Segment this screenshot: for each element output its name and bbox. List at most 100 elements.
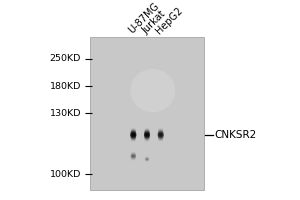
Ellipse shape: [144, 134, 150, 136]
Ellipse shape: [130, 137, 136, 138]
Ellipse shape: [130, 156, 136, 157]
Ellipse shape: [144, 131, 150, 133]
Ellipse shape: [145, 159, 149, 160]
Ellipse shape: [144, 133, 150, 135]
Ellipse shape: [144, 132, 150, 133]
Ellipse shape: [158, 135, 164, 136]
Ellipse shape: [158, 133, 164, 135]
Ellipse shape: [131, 154, 136, 156]
Ellipse shape: [144, 136, 150, 138]
Ellipse shape: [145, 130, 149, 131]
Ellipse shape: [131, 153, 136, 154]
Ellipse shape: [144, 138, 150, 139]
Ellipse shape: [158, 131, 164, 133]
Ellipse shape: [144, 131, 150, 132]
Ellipse shape: [131, 139, 136, 140]
Ellipse shape: [131, 156, 136, 158]
Ellipse shape: [131, 157, 136, 158]
Ellipse shape: [145, 158, 149, 159]
Text: CNKSR2: CNKSR2: [214, 130, 257, 140]
Ellipse shape: [158, 138, 163, 139]
Ellipse shape: [130, 131, 136, 133]
Ellipse shape: [158, 136, 164, 138]
Ellipse shape: [158, 138, 163, 140]
Ellipse shape: [145, 139, 149, 140]
Ellipse shape: [158, 130, 163, 132]
Ellipse shape: [158, 134, 164, 136]
Ellipse shape: [131, 154, 136, 155]
Ellipse shape: [130, 156, 136, 157]
Ellipse shape: [130, 155, 136, 156]
Ellipse shape: [158, 130, 163, 132]
Bar: [90, 37, 204, 190]
Ellipse shape: [144, 133, 150, 135]
Ellipse shape: [130, 132, 136, 133]
Ellipse shape: [145, 159, 149, 160]
Text: U-87MG: U-87MG: [126, 1, 161, 36]
Ellipse shape: [145, 158, 149, 159]
Text: Jurkat: Jurkat: [140, 8, 167, 36]
Ellipse shape: [131, 154, 136, 155]
Ellipse shape: [131, 137, 136, 139]
Ellipse shape: [158, 137, 163, 139]
Ellipse shape: [158, 139, 163, 140]
Ellipse shape: [130, 156, 136, 157]
Ellipse shape: [131, 154, 136, 155]
Ellipse shape: [130, 134, 136, 135]
Ellipse shape: [131, 154, 136, 155]
Ellipse shape: [158, 132, 164, 134]
Ellipse shape: [145, 139, 149, 140]
Ellipse shape: [145, 138, 149, 140]
Ellipse shape: [130, 135, 136, 137]
Ellipse shape: [158, 130, 163, 131]
Text: 130KD: 130KD: [50, 109, 81, 118]
Ellipse shape: [144, 137, 150, 138]
Ellipse shape: [145, 160, 149, 161]
Ellipse shape: [144, 135, 150, 136]
Ellipse shape: [130, 132, 136, 134]
Ellipse shape: [130, 134, 136, 136]
Ellipse shape: [130, 136, 136, 138]
Ellipse shape: [158, 137, 164, 138]
Ellipse shape: [130, 133, 136, 135]
Ellipse shape: [130, 131, 136, 133]
Ellipse shape: [158, 136, 164, 137]
Ellipse shape: [131, 157, 136, 158]
Ellipse shape: [158, 135, 164, 137]
Ellipse shape: [130, 135, 136, 137]
Ellipse shape: [131, 155, 136, 156]
Ellipse shape: [144, 136, 150, 138]
Ellipse shape: [130, 156, 136, 157]
Ellipse shape: [158, 133, 164, 135]
Ellipse shape: [144, 136, 150, 137]
Ellipse shape: [158, 129, 163, 131]
Ellipse shape: [158, 138, 163, 139]
Ellipse shape: [158, 135, 164, 137]
Ellipse shape: [131, 158, 136, 159]
Ellipse shape: [130, 134, 136, 136]
Text: 180KD: 180KD: [50, 82, 81, 91]
Ellipse shape: [130, 132, 136, 134]
Ellipse shape: [145, 158, 149, 159]
Ellipse shape: [131, 129, 136, 131]
Ellipse shape: [144, 134, 150, 136]
Ellipse shape: [130, 155, 136, 156]
Ellipse shape: [131, 129, 136, 131]
Ellipse shape: [144, 133, 150, 134]
Text: HepG2: HepG2: [154, 5, 184, 36]
Text: 250KD: 250KD: [50, 54, 81, 63]
Ellipse shape: [144, 135, 150, 137]
Ellipse shape: [130, 155, 136, 156]
Ellipse shape: [144, 131, 150, 133]
Ellipse shape: [145, 159, 149, 160]
Ellipse shape: [144, 134, 150, 135]
Ellipse shape: [144, 130, 150, 132]
Text: 100KD: 100KD: [50, 170, 81, 179]
Ellipse shape: [158, 132, 164, 133]
Ellipse shape: [144, 138, 150, 139]
Ellipse shape: [144, 137, 150, 138]
Ellipse shape: [130, 69, 175, 112]
Ellipse shape: [144, 137, 150, 139]
Ellipse shape: [131, 130, 136, 132]
Ellipse shape: [144, 132, 150, 134]
